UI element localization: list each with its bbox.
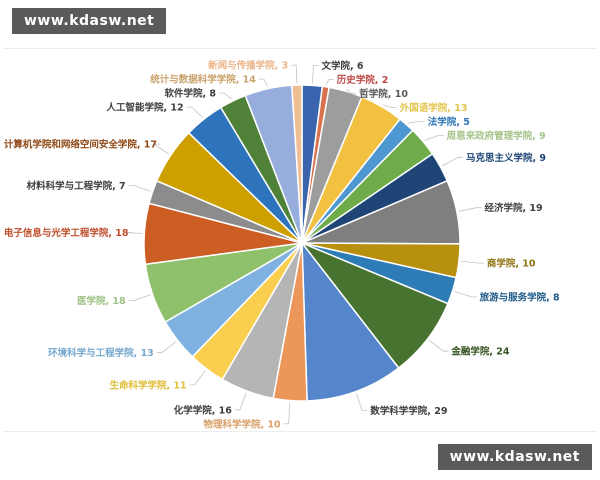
slice-label-15: 生命科学学院, 11 [109, 379, 186, 391]
slice-label-9: 商学院, 10 [487, 258, 536, 270]
leader-line [428, 339, 449, 352]
slice-label-23: 统计与数据科学学院, 14 [150, 74, 256, 86]
leader-line [186, 106, 203, 118]
slice-label-20: 计算机学院和网络空间安全学院, 17 [4, 139, 157, 151]
leader-line [325, 79, 334, 85]
leader-line [442, 156, 463, 167]
slice-label-16: 环境科学与工程学院, 13 [48, 347, 154, 359]
slice-label-14: 化学学院, 16 [174, 404, 233, 416]
leader-line [189, 370, 206, 386]
leader-line [458, 207, 482, 212]
slice-label-5: 法学院, 5 [428, 116, 470, 128]
leader-line [258, 78, 269, 87]
leader-line [382, 104, 397, 108]
pie-slice-12[interactable] [301, 240, 400, 402]
slice-label-24: 新闻与传播学院, 3 [208, 60, 288, 72]
leader-line [234, 392, 247, 411]
slice-label-8: 经济学院, 19 [485, 202, 543, 214]
leader-line [124, 231, 143, 234]
slice-label-18: 电子信息与光学工程学院, 18 [4, 227, 129, 239]
slice-label-1: 文学院, 6 [321, 60, 364, 72]
slice-label-2: 历史学院, 2 [337, 74, 389, 86]
watermark-top-left: www.kdasw.net [12, 8, 167, 34]
slice-label-4: 外国语学院, 13 [399, 102, 468, 114]
leader-line [128, 184, 151, 192]
leader-line [219, 92, 233, 100]
slice-label-11: 金融学院, 24 [450, 346, 510, 358]
leader-line [424, 134, 444, 141]
watermark-bottom-right: www.kdasw.net [437, 444, 592, 470]
leader-line [460, 260, 484, 264]
slice-label-6: 周恩来政府管理学院, 9 [447, 130, 546, 142]
slice-label-17: 医学院, 18 [77, 295, 126, 307]
leader-line [152, 143, 170, 155]
slice-label-12: 数学科学学院, 29 [369, 405, 447, 417]
leader-line [407, 121, 425, 124]
slice-label-3: 哲学院, 10 [359, 88, 408, 100]
slice-label-13: 物理科学学院, 10 [203, 418, 281, 430]
leader-line [156, 341, 177, 354]
leader-line [454, 291, 477, 298]
pie-slice-24[interactable] [291, 84, 303, 244]
slice-label-10: 旅游与服务学院, 8 [480, 291, 560, 303]
slice-label-7: 马克思主义学院, 9 [466, 152, 546, 164]
leader-line [346, 88, 357, 94]
slice-label-21: 人工智能学院, 12 [106, 102, 183, 114]
slice-label-19: 材料科学与工程学院, 7 [26, 180, 126, 192]
leader-line [291, 64, 298, 84]
leader-line [128, 294, 151, 302]
slice-label-22: 软件学院, 8 [164, 88, 216, 100]
leader-line [283, 402, 291, 425]
leader-line [312, 65, 319, 84]
leader-line [355, 393, 368, 411]
